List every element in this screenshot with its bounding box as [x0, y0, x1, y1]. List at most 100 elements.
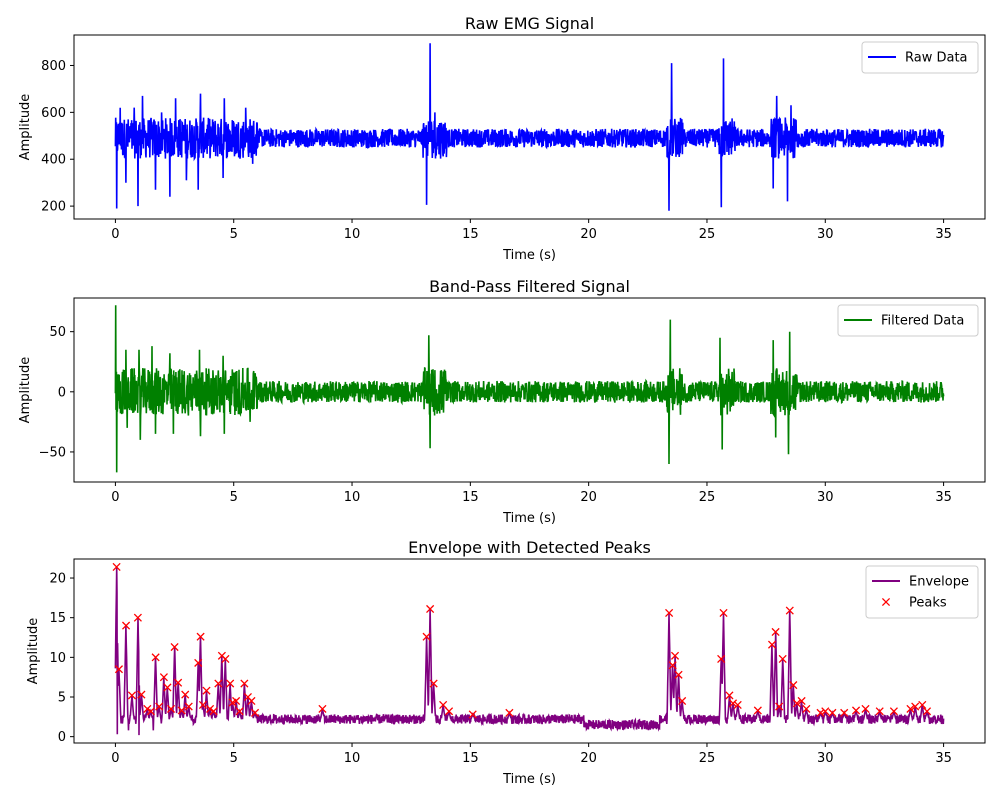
peak-marker — [174, 678, 183, 687]
peak-marker — [127, 691, 137, 700]
peak-marker — [121, 621, 131, 630]
y-axis-label: Amplitude — [18, 94, 33, 161]
x-tick-label: 15 — [462, 227, 479, 242]
x-tick-label: 20 — [580, 490, 597, 505]
peak-marker — [177, 706, 186, 715]
peak-marker — [775, 702, 784, 711]
peak-marker — [851, 706, 861, 715]
peak-marker — [889, 707, 898, 716]
y-tick-label: −50 — [39, 445, 66, 460]
peak-marker — [426, 604, 435, 614]
y-tick-label: 20 — [49, 572, 66, 587]
legend-box — [837, 304, 979, 337]
x-tick-label: 10 — [344, 490, 361, 505]
peak-marker — [767, 640, 777, 649]
peak-marker — [444, 707, 454, 716]
chart-title: Envelope with Detected Peaks — [408, 538, 651, 557]
peak-marker — [181, 690, 190, 699]
peak-marker — [112, 562, 121, 571]
peak-marker — [429, 679, 438, 688]
peak-marker — [232, 696, 241, 706]
x-tick-label: 20 — [580, 751, 597, 766]
chart-3: Envelope with Detected Peaks 0 5 10 15 20 25 30… — [26, 538, 986, 787]
x-tick-label: 5 — [230, 751, 238, 766]
peak-marker — [771, 627, 780, 637]
plot-frame — [73, 558, 986, 744]
peak-marker — [468, 710, 477, 719]
legend: Envelope Peaks — [865, 565, 979, 619]
peak-marker — [802, 704, 811, 713]
peak-marker — [778, 654, 787, 663]
peak-marker — [133, 613, 142, 622]
peak-marker — [678, 696, 687, 706]
peak-marker — [797, 696, 806, 706]
peak-marker — [792, 699, 801, 708]
peak-marker — [789, 681, 798, 690]
peak-marker — [221, 654, 230, 663]
series-line-raw-data — [114, 43, 945, 211]
peak-marker — [196, 632, 205, 641]
peak-marker — [840, 708, 849, 717]
peak-marker — [166, 704, 176, 713]
peak-marker — [725, 691, 734, 700]
x-tick-label: 20 — [580, 227, 597, 242]
peak-marker — [753, 706, 762, 715]
peak-marker — [922, 707, 932, 716]
y-tick-label: 0 — [58, 730, 66, 745]
peak-marker — [143, 704, 152, 713]
x-tick-label: 0 — [111, 490, 119, 505]
chart-title: Raw EMG Signal — [465, 14, 594, 33]
peak-marker — [670, 651, 680, 660]
x-tick-label: 25 — [699, 227, 716, 242]
y-tick-label: 400 — [41, 153, 66, 168]
y-axis-label: Amplitude — [18, 357, 33, 424]
legend-label: Envelope — [909, 575, 969, 590]
y-tick-label: 600 — [41, 106, 66, 121]
peak-marker — [163, 683, 172, 692]
y-tick-label: 800 — [41, 59, 66, 74]
y-tick-label: 10 — [49, 651, 66, 666]
y-tick-label: 50 — [49, 325, 66, 340]
peak-marker — [151, 653, 160, 662]
peak-marker — [114, 665, 124, 674]
chart-2: Band-Pass Filtered Signal 0 5 10 15 20 25 30 35 −… — [18, 277, 986, 526]
peak-marker — [665, 608, 674, 617]
peak-marker — [422, 632, 431, 641]
peak-marker — [906, 704, 915, 713]
x-tick-label: 0 — [111, 227, 119, 242]
x-tick-label: 35 — [935, 490, 952, 505]
peak-marker — [668, 661, 677, 670]
series-line-filtered-data — [114, 305, 945, 473]
peak-marker — [137, 690, 146, 699]
peak-marker — [785, 606, 794, 615]
x-tick-label: 10 — [344, 227, 361, 242]
series-line-envelope — [114, 566, 945, 736]
legend-label: Filtered Data — [881, 314, 964, 329]
peak-marker — [821, 707, 830, 716]
y-tick-label: 15 — [49, 611, 66, 626]
peak-marker — [205, 704, 215, 713]
legend: Filtered Data — [837, 304, 979, 337]
y-axis-label: Amplitude — [26, 618, 41, 685]
peak-marker — [214, 679, 223, 688]
peak-marker — [250, 708, 260, 717]
peak-marker — [911, 702, 920, 711]
x-tick-label: 15 — [462, 490, 479, 505]
legend-box — [865, 565, 979, 619]
peak-marker — [184, 702, 193, 711]
peak-marker — [198, 700, 208, 709]
peak-marker — [202, 686, 211, 695]
peak-marker — [209, 707, 218, 716]
x-axis-label: Time (s) — [502, 772, 556, 787]
peak-marker — [733, 700, 742, 709]
peak-marker — [235, 707, 244, 716]
peak-marker — [226, 679, 235, 688]
x-tick-label: 30 — [817, 751, 834, 766]
peak-marker — [170, 642, 179, 652]
peak-marker — [247, 696, 256, 706]
peak-marker — [240, 679, 249, 688]
x-tick-label: 5 — [230, 227, 238, 242]
x-axis-label: Time (s) — [502, 511, 556, 526]
